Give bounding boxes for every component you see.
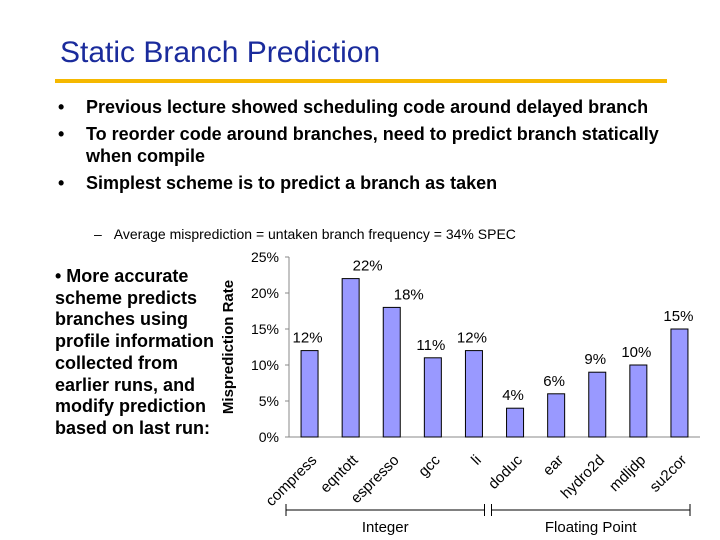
- bar: [670, 328, 689, 438]
- group-label: Floating Point: [545, 519, 638, 536]
- bar: [341, 278, 360, 438]
- category-label: mdljdp: [606, 452, 649, 495]
- category-label: compress: [262, 452, 320, 510]
- category-label: li: [468, 452, 485, 469]
- bar-value-label: 9%: [584, 351, 606, 368]
- sub-bullet: – Average misprediction = untaken branch …: [94, 226, 516, 242]
- bullet-item: • Previous lecture showed scheduling cod…: [58, 96, 678, 118]
- y-tick-label: 20%: [251, 285, 279, 301]
- y-tick-label: 25%: [251, 249, 279, 265]
- y-tick-label: 10%: [251, 357, 279, 373]
- bar: [547, 393, 566, 438]
- category-label: doduc: [485, 451, 526, 492]
- bullet-list: • Previous lecture showed scheduling cod…: [58, 96, 678, 199]
- title-underline: [55, 79, 667, 83]
- category-label: su2cor: [646, 452, 690, 496]
- bullet-text: Simplest scheme is to predict a branch a…: [86, 173, 498, 193]
- bar-value-label: 22%: [353, 258, 383, 275]
- bullet-text: Previous lecture showed scheduling code …: [86, 97, 649, 117]
- group-label: Integer: [362, 519, 409, 536]
- category-label: gcc: [415, 451, 444, 480]
- y-tick-label: 5%: [259, 393, 279, 409]
- bar: [506, 407, 525, 438]
- bullet-text: To reorder code around branches, need to…: [86, 124, 659, 166]
- y-tick-label: 0%: [259, 429, 279, 445]
- bar: [588, 371, 607, 438]
- bar-value-label: 12%: [293, 330, 323, 347]
- category-label: ear: [540, 452, 567, 479]
- bullet-marker: •: [58, 173, 65, 193]
- bar: [300, 350, 319, 438]
- bar: [464, 350, 483, 438]
- bullet-marker: •: [58, 97, 65, 117]
- category-label: hydro2d: [558, 452, 608, 502]
- y-tick-label: 15%: [251, 321, 279, 337]
- bar: [382, 306, 401, 438]
- bar-value-label: 10%: [621, 344, 651, 361]
- bullet-item: • To reorder code around branches, need …: [58, 123, 678, 167]
- sub-bullet-text: Average misprediction = untaken branch f…: [113, 226, 516, 242]
- bar-value-label: 15%: [663, 308, 693, 325]
- bar-value-label: 12%: [457, 330, 487, 347]
- bullet-marker: •: [58, 124, 65, 144]
- bar-value-label: 18%: [394, 286, 424, 303]
- bar-value-label: 11%: [416, 337, 445, 354]
- side-text: • More accurate scheme predicts branches…: [55, 266, 214, 438]
- bullet-item: • Simplest scheme is to predict a branch…: [58, 172, 678, 194]
- bar-value-label: 4%: [502, 387, 524, 404]
- slide-title: Static Branch Prediction: [60, 36, 381, 69]
- dash-marker: –: [94, 226, 102, 242]
- bar: [423, 357, 442, 438]
- bar-value-label: 6%: [543, 373, 565, 390]
- y-axis-label: Misprediction Rate: [220, 280, 237, 414]
- bar: [629, 364, 648, 438]
